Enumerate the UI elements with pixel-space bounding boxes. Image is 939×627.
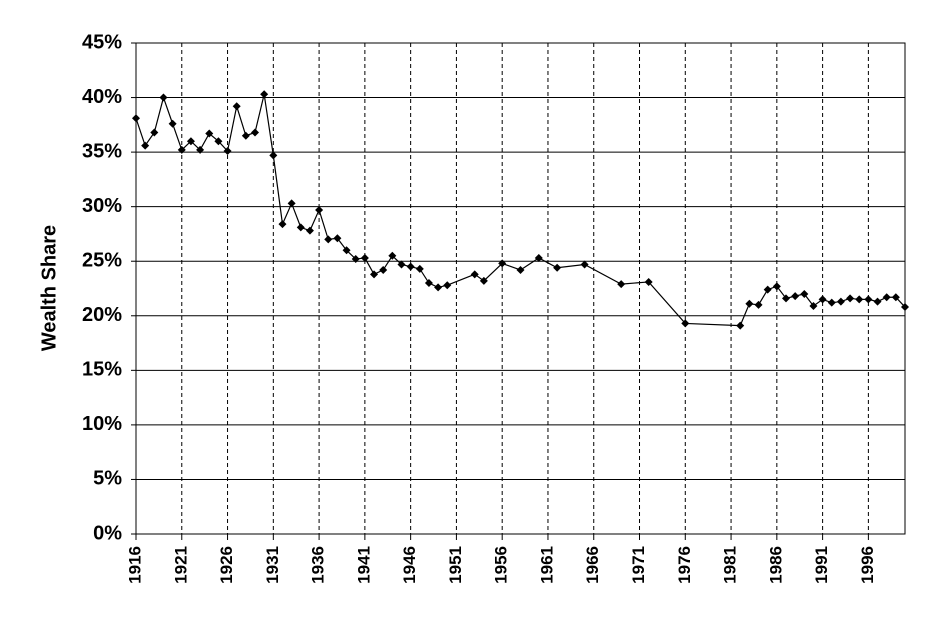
x-tick-label: 1916	[125, 546, 144, 584]
data-marker	[415, 264, 424, 273]
x-tick-label: 1971	[629, 546, 648, 584]
data-marker	[827, 298, 836, 307]
data-marker	[241, 131, 250, 140]
data-marker	[580, 260, 589, 269]
data-marker	[196, 145, 205, 154]
data-marker	[846, 294, 855, 303]
data-marker	[864, 295, 873, 304]
data-marker	[617, 280, 626, 289]
data-marker	[818, 295, 827, 304]
x-tick-label: 1976	[675, 546, 694, 584]
data-marker	[781, 294, 790, 303]
y-tick-label: 20%	[82, 304, 122, 326]
data-marker	[901, 303, 909, 312]
data-marker	[745, 299, 754, 308]
data-marker	[214, 137, 223, 146]
data-marker	[168, 119, 177, 128]
data-marker	[269, 151, 278, 160]
data-marker	[132, 114, 140, 123]
data-marker	[232, 102, 241, 111]
x-tick-label: 1931	[263, 546, 282, 584]
data-marker	[205, 129, 214, 138]
x-tick-label: 1966	[583, 546, 602, 584]
data-marker	[360, 253, 369, 262]
data-marker	[324, 235, 333, 244]
data-marker	[177, 145, 186, 154]
data-marker	[305, 226, 314, 235]
data-marker	[534, 253, 543, 262]
y-tick-label: 10%	[82, 413, 122, 435]
y-tick-label: 5%	[93, 468, 122, 490]
y-tick-label: 25%	[82, 250, 122, 272]
y-tick-label: 30%	[82, 195, 122, 217]
x-tick-label: 1951	[446, 546, 465, 584]
data-marker	[351, 255, 360, 264]
y-tick-label: 40%	[82, 86, 122, 108]
x-tick-label: 1956	[492, 546, 511, 584]
data-marker	[251, 128, 260, 137]
data-marker	[479, 276, 488, 285]
y-tick-label: 45%	[82, 31, 122, 53]
data-marker	[278, 220, 287, 229]
y-tick-label: 0%	[93, 522, 122, 544]
data-marker	[424, 279, 433, 288]
data-marker	[443, 281, 452, 290]
data-marker	[388, 251, 397, 260]
x-tick-label: 1986	[766, 546, 785, 584]
data-marker	[681, 319, 690, 328]
data-marker	[434, 283, 443, 292]
x-tick-label: 1996	[858, 546, 877, 584]
y-axis-label: Wealth Share	[38, 225, 60, 351]
data-marker	[882, 293, 891, 302]
data-marker	[644, 277, 653, 286]
data-marker	[873, 297, 882, 306]
data-marker	[287, 199, 296, 208]
data-line	[135, 94, 906, 327]
x-tick-label: 1921	[171, 546, 190, 584]
data-marker	[791, 292, 800, 301]
plot-frame	[135, 42, 906, 535]
data-marker	[736, 321, 745, 330]
data-marker	[186, 137, 195, 146]
y-tick-label: 35%	[82, 140, 122, 162]
data-marker	[223, 147, 232, 156]
data-marker	[333, 234, 342, 243]
data-marker	[379, 265, 388, 274]
data-marker	[836, 297, 845, 306]
data-marker	[150, 128, 159, 137]
data-marker	[800, 289, 809, 298]
x-tick-label: 1981	[721, 546, 740, 584]
y-tick-label: 15%	[82, 359, 122, 381]
data-marker	[315, 205, 324, 214]
data-marker	[342, 246, 351, 255]
x-tick-label: 1936	[309, 546, 328, 584]
data-marker	[516, 265, 525, 274]
data-marker	[141, 141, 150, 150]
data-marker	[855, 295, 864, 304]
x-tick-label: 1926	[217, 546, 236, 584]
data-marker	[260, 90, 269, 99]
data-marker	[809, 301, 818, 310]
data-marker	[397, 260, 406, 269]
data-marker	[370, 270, 379, 279]
data-marker	[470, 270, 479, 279]
data-marker	[763, 285, 772, 294]
data-marker	[296, 223, 305, 232]
data-marker	[406, 262, 415, 271]
x-tick-label: 1961	[537, 546, 556, 584]
x-tick-label: 1991	[812, 546, 831, 584]
data-marker	[553, 263, 562, 272]
data-marker	[159, 93, 168, 102]
data-marker	[891, 293, 900, 302]
x-tick-label: 1946	[400, 546, 419, 584]
data-marker	[498, 259, 507, 268]
data-marker	[772, 282, 781, 291]
data-marker	[754, 300, 763, 309]
x-tick-label: 1941	[354, 546, 373, 584]
